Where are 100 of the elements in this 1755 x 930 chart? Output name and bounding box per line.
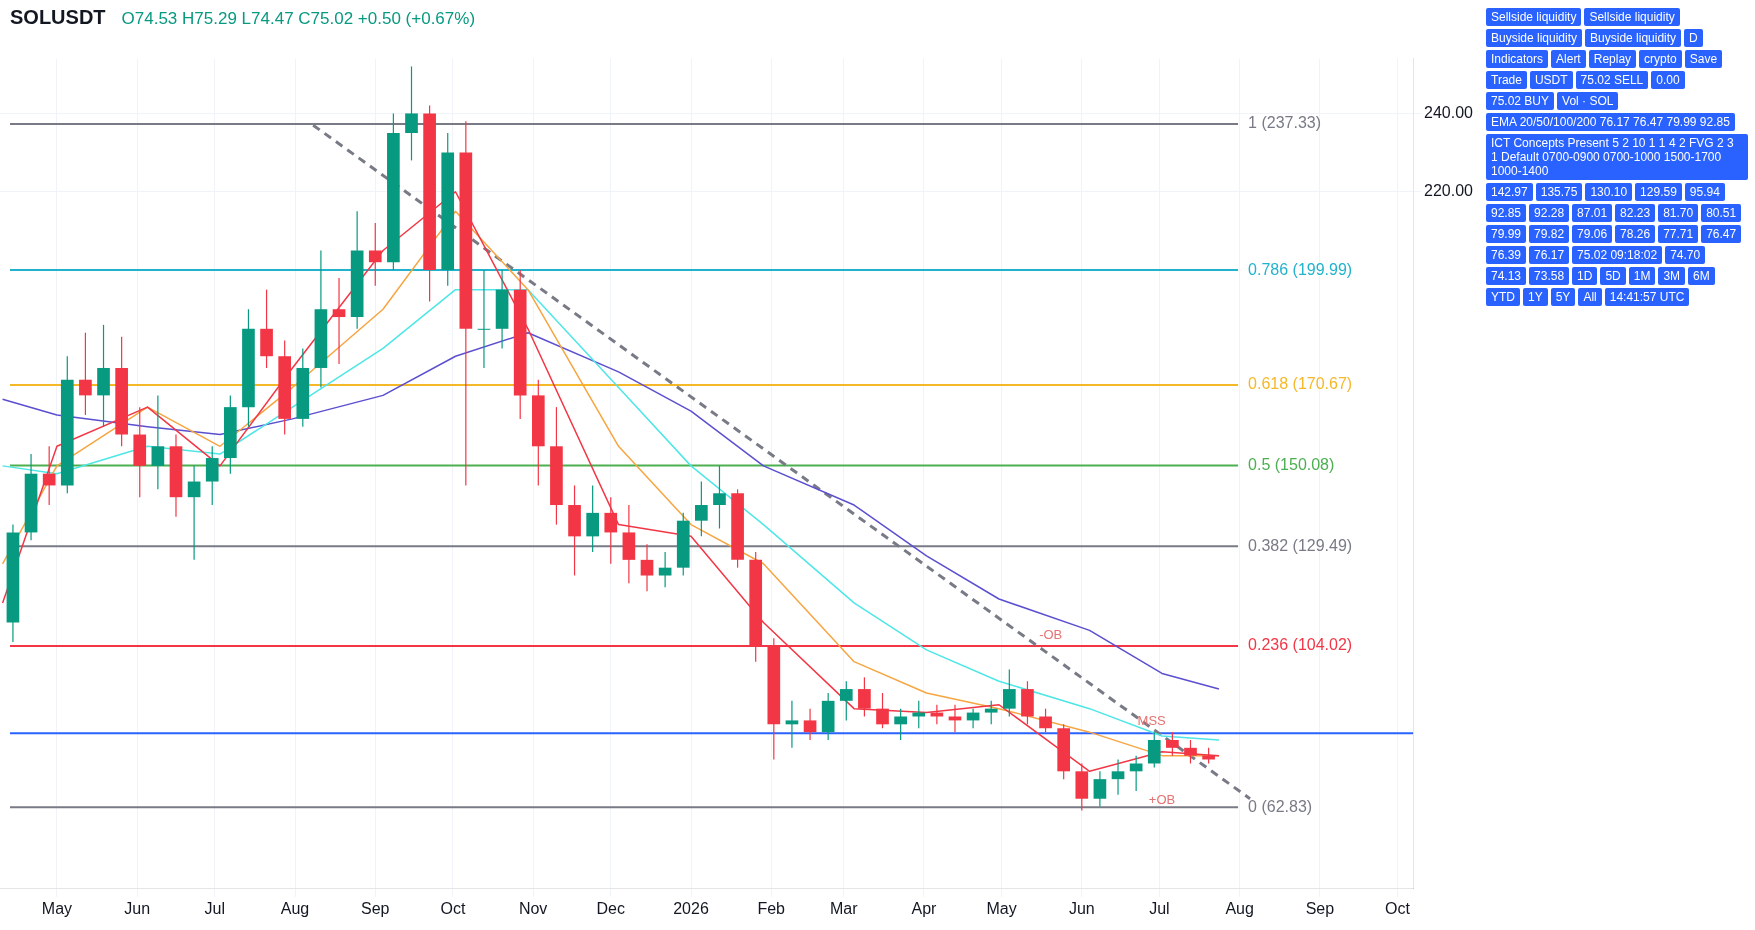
candlestick (1111, 758, 1125, 796)
text: 75.02 BUY (1486, 92, 1555, 110)
text: 87.01 (1572, 204, 1613, 222)
text: Save (1684, 50, 1723, 68)
x-tick-label: Nov (518, 899, 548, 917)
ref-line-label: 0 (62.83) (1248, 797, 1313, 815)
candlestick (151, 394, 165, 490)
text: 95.94 (1684, 183, 1725, 201)
ref-line-label: 0.786 (199.99) (1248, 260, 1353, 278)
chart-subtitle: O74.53 H75.29 L74.47 C75.02 +0.50 (+0.67%) (121, 9, 476, 29)
text: 142.97 (1486, 183, 1533, 201)
text: 78.26 (1615, 225, 1656, 243)
candlestick (839, 680, 853, 722)
text: 75.02 09:18:02 (1572, 246, 1663, 264)
text: USDT (1529, 71, 1573, 89)
text: YTD (1486, 288, 1520, 306)
candlestick (894, 708, 907, 741)
candlestick (187, 465, 201, 561)
candlestick (858, 676, 871, 718)
candlestick (803, 708, 817, 741)
x-tick-label: May (986, 899, 1017, 917)
text: 129.59 (1635, 183, 1682, 201)
text: Buyside liquidity (1585, 29, 1682, 47)
text: 82.23 (1615, 204, 1656, 222)
x-tick-label: May (41, 899, 73, 917)
text: Trade (1486, 71, 1527, 89)
candlestick (42, 445, 56, 506)
text: 74.13 (1486, 267, 1527, 285)
candlestick (368, 222, 382, 287)
candlestick (586, 484, 599, 553)
text: Sellside liquidity (1486, 8, 1582, 26)
text: 6M (1688, 267, 1715, 285)
ref-line-label: 0.382 (129.49) (1248, 536, 1353, 554)
text: 79.82 (1529, 225, 1570, 243)
text: 92.85 (1486, 204, 1527, 222)
annotation: +OB (1148, 791, 1176, 807)
candlestick (713, 465, 726, 530)
text: 73.58 (1529, 267, 1570, 285)
text: Replay (1588, 50, 1637, 68)
candlestick (876, 692, 889, 729)
text: 130.10 (1585, 183, 1633, 201)
x-tick-label: 2026 (673, 899, 709, 917)
y-tick-label: 220.00 (1424, 182, 1474, 200)
text: 3M (1658, 267, 1686, 285)
ref-line-label: 0.5 (150.08) (1248, 455, 1335, 473)
x-tick-label: Oct (440, 899, 466, 917)
annotation: -OB (1039, 627, 1063, 643)
text: 74.70 (1665, 246, 1706, 264)
x-tick-label: Aug (1225, 899, 1254, 917)
x-tick-label: Sep (1305, 899, 1335, 917)
text: 92.28 (1529, 204, 1570, 222)
text: 77.71 (1658, 225, 1699, 243)
candlestick (1002, 668, 1016, 718)
candlestick (604, 496, 618, 565)
text: 76.47 (1701, 225, 1742, 243)
ref-line-label: 0.236 (104.02) (1248, 636, 1353, 654)
x-tick-label: Feb (757, 899, 786, 917)
candlestick (948, 704, 962, 733)
candlestick (1039, 708, 1052, 733)
y-tick-label: 240.00 (1424, 103, 1474, 121)
text: EMA 20/50/100/200 76.17 76.47 79.99 92.85 (1486, 113, 1735, 131)
text: Buyside liquidity (1486, 29, 1583, 47)
text: 76.39 (1486, 246, 1527, 264)
text: 14:41:57 UTC (1604, 288, 1690, 306)
candlestick (1184, 739, 1197, 765)
x-tick-label: Dec (596, 899, 625, 917)
candlestick (79, 332, 92, 416)
x-tick-label: Sep (361, 899, 390, 917)
ref-line-label: 0.618 (170.67) (1248, 375, 1353, 393)
candlestick (1093, 770, 1107, 808)
text: All (1578, 288, 1602, 306)
candlestick (1166, 731, 1179, 757)
candlestick (640, 543, 654, 592)
candlestick (477, 269, 491, 369)
annotation: MSS (1137, 713, 1167, 729)
text: crypto (1639, 50, 1682, 68)
candlestick (695, 480, 708, 537)
text: Alert (1551, 50, 1586, 68)
text: 5D (1600, 267, 1626, 285)
text: Indicators (1486, 50, 1549, 68)
candlestick (984, 700, 998, 725)
x-tick-label: Apr (911, 899, 938, 917)
text: D (1684, 29, 1703, 47)
x-tick-label: Mar (829, 899, 859, 917)
candlestick (1129, 755, 1143, 792)
candlestick (205, 445, 219, 506)
x-tick-label: Aug (280, 899, 310, 917)
text: 80.51 (1701, 204, 1742, 222)
text: Sellside liquidity (1584, 8, 1680, 26)
text: 1D (1572, 267, 1598, 285)
text: Vol · SOL (1557, 92, 1619, 110)
candlestick (658, 551, 672, 588)
x-tick-label: Jul (1149, 899, 1170, 917)
text: 0.00 (1651, 71, 1685, 89)
text: 1M (1628, 267, 1656, 285)
candlestick (405, 65, 418, 162)
candlestick (1147, 731, 1161, 768)
x-tick-label: Jun (124, 899, 151, 917)
text: ICT Concepts Present 5 2 10 1 1 4 2 FVG 2 3 1 Default 0700-0900 0700-1000 1500-1700 1000-1400 (1486, 134, 1748, 180)
x-tick-label: Jun (1068, 899, 1095, 917)
